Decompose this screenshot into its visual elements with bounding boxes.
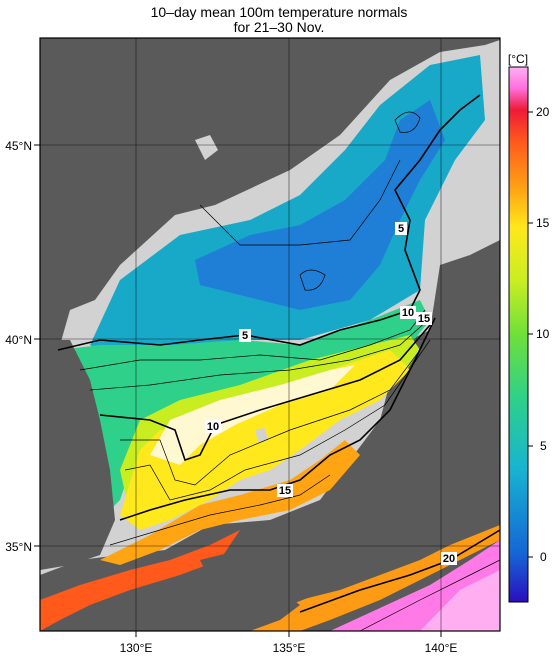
colorbar-tick-15: 15 (536, 216, 550, 230)
colorbar-unit: [°C] (508, 52, 528, 66)
contour-labels: 5 5 10 15 10 15 20 (205, 222, 457, 565)
contour-20 (299, 529, 500, 613)
band-cold (90, 55, 485, 360)
korea-land (40, 340, 115, 570)
contour-label-10-west: 10 (207, 421, 219, 433)
band-coldest (195, 100, 445, 310)
map-title-line2: for 21–30 Nov. (233, 19, 325, 35)
contour-15 (119, 317, 436, 521)
colorbar-scale (508, 66, 529, 603)
lat-label-45: 45°N (5, 139, 32, 153)
oki-island (255, 428, 268, 442)
colorbar-tick-5: 5 (540, 439, 547, 453)
map-title-line1: 10–day mean 100m temperature normals (150, 4, 408, 20)
colorbar-tick-0: 0 (540, 550, 547, 564)
contour-label-10-east: 10 (402, 307, 414, 319)
contour-label-15-south: 15 (279, 485, 291, 497)
band-18-20 (40, 530, 240, 631)
south-coast-strip (250, 525, 500, 631)
honshu-land (200, 270, 500, 605)
colorbar-tick-20: 20 (536, 105, 550, 119)
contour-label-20: 20 (443, 553, 455, 565)
colorbar: [°C] 20 15 10 5 0 (508, 52, 550, 603)
shikoku-kyushu-land (180, 590, 300, 631)
tick-marks (34, 144, 442, 637)
contour-label-5-mid: 5 (242, 330, 248, 342)
map-area: 5 5 10 15 10 15 20 (40, 38, 500, 631)
sado-island (445, 300, 460, 320)
pacific-warm-core (420, 570, 500, 631)
lon-label-135: 135°E (273, 641, 306, 655)
colorbar-tick-10: 10 (536, 327, 550, 341)
contour-label-5-north: 5 (398, 223, 404, 235)
warm-core (150, 365, 355, 465)
contour-label-15-east: 15 (418, 313, 430, 325)
lon-label-140: 140°E (425, 641, 458, 655)
band-15-18 (100, 440, 360, 565)
lat-label-35: 35°N (5, 540, 32, 554)
lon-label-130: 130°E (120, 641, 153, 655)
sakhalin-shelf (195, 135, 218, 160)
lat-label-40: 40°N (5, 333, 32, 347)
map-frame (39, 37, 501, 632)
